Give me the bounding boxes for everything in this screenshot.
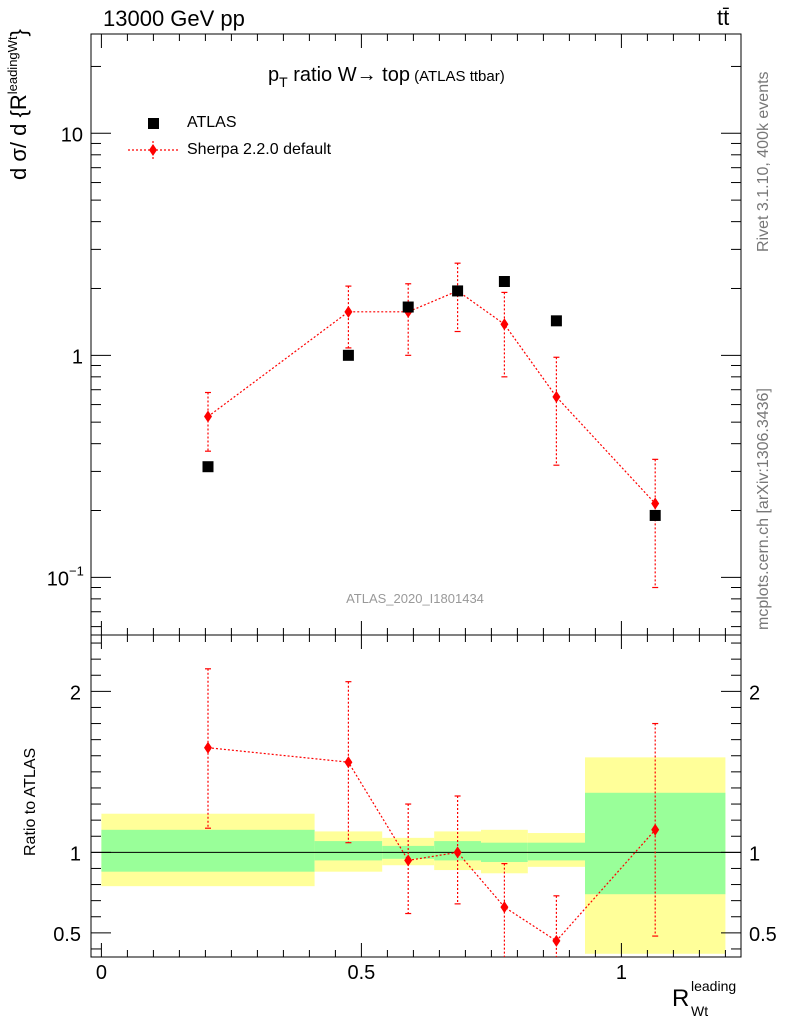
ratio-band-inner-0 <box>101 829 315 872</box>
ratio-sherpa-point <box>204 741 212 754</box>
sherpa-point <box>500 318 509 331</box>
y-axis-label: d σ/ d {RleadingWt} <box>5 29 32 180</box>
atlas-point <box>202 461 214 473</box>
ratio-sherpa-point <box>344 756 353 769</box>
title-main-before: p <box>268 64 280 86</box>
sherpa-point <box>344 305 353 318</box>
x-tick-label: 1 <box>616 962 627 984</box>
ratio-panel-frame <box>90 634 742 958</box>
title-small: (ATLAS ttbar) <box>409 68 505 85</box>
url-side-label: mcplots.cern.ch [arXiv:1306.3436] <box>755 388 772 630</box>
y-tick-label-exponent: −1 <box>69 563 84 578</box>
ratio-band-inner-1 <box>314 841 383 861</box>
ratio-y-tick-label: 1 <box>70 843 81 865</box>
y-tick-label: 10 <box>61 124 83 146</box>
ylabel-sub: Wt <box>5 36 20 53</box>
title-main-sub: T <box>279 74 288 90</box>
ratio-sherpa-point <box>500 901 509 914</box>
ratio-y-tick-label: 2 <box>70 682 81 704</box>
title-main-after: ratio W→ top <box>287 64 410 86</box>
legend-sherpa-label: Sherpa 2.2.0 default <box>187 141 332 158</box>
x-tick-label: 0 <box>96 962 107 984</box>
analysis-label: ATLAS_2020_I1801434 <box>346 591 484 606</box>
sherpa-point <box>552 390 561 403</box>
ylabel-main: d σ/ d {R <box>6 94 31 180</box>
ratio-sherpa-point <box>453 846 462 859</box>
legend-atlas-marker <box>148 118 159 129</box>
ratio-y-axis-label: Ratio to ATLAS <box>22 747 39 856</box>
atlas-point <box>342 349 354 361</box>
ratio-sherpa-point <box>651 823 660 836</box>
legend-sherpa-marker <box>149 144 157 156</box>
ratio-y-tick-label-right: 2 <box>749 682 760 704</box>
atlas-point <box>550 315 562 327</box>
atlas-point <box>402 301 414 313</box>
process-label: tt̄ <box>717 5 730 30</box>
xlabel-sub: Wt <box>691 1003 709 1019</box>
ratio-sherpa-point <box>404 854 413 867</box>
xlabel-sup: leading <box>691 978 737 994</box>
legend-atlas-label: ATLAS <box>187 114 237 131</box>
plot-title: pT ratio W→ top (ATLAS ttbar) <box>268 64 505 90</box>
x-tick-label: 0.5 <box>347 962 375 984</box>
atlas-point <box>649 509 661 521</box>
ylabel-sup: leading <box>5 52 20 95</box>
y-tick-label: 10 <box>47 568 69 590</box>
ratio-y-tick-label-right: 0.5 <box>749 924 777 946</box>
ratio-sherpa-point <box>552 934 561 947</box>
ratio-y-tick-label-right: 1 <box>749 843 760 865</box>
sherpa-point <box>651 497 660 510</box>
ratio-y-tick-label: 0.5 <box>53 924 81 946</box>
xlabel-main: R <box>672 985 690 1012</box>
atlas-point <box>452 285 464 297</box>
y-tick-label: 1 <box>72 346 83 368</box>
atlas-point <box>498 276 510 288</box>
sherpa-line <box>207 290 656 504</box>
events-side-label: Rivet 3.1.10, 400k events <box>755 71 772 252</box>
ratio-band-inner-5 <box>527 842 585 861</box>
sherpa-point <box>204 410 212 423</box>
beam-label: 13000 GeV pp <box>103 6 245 31</box>
